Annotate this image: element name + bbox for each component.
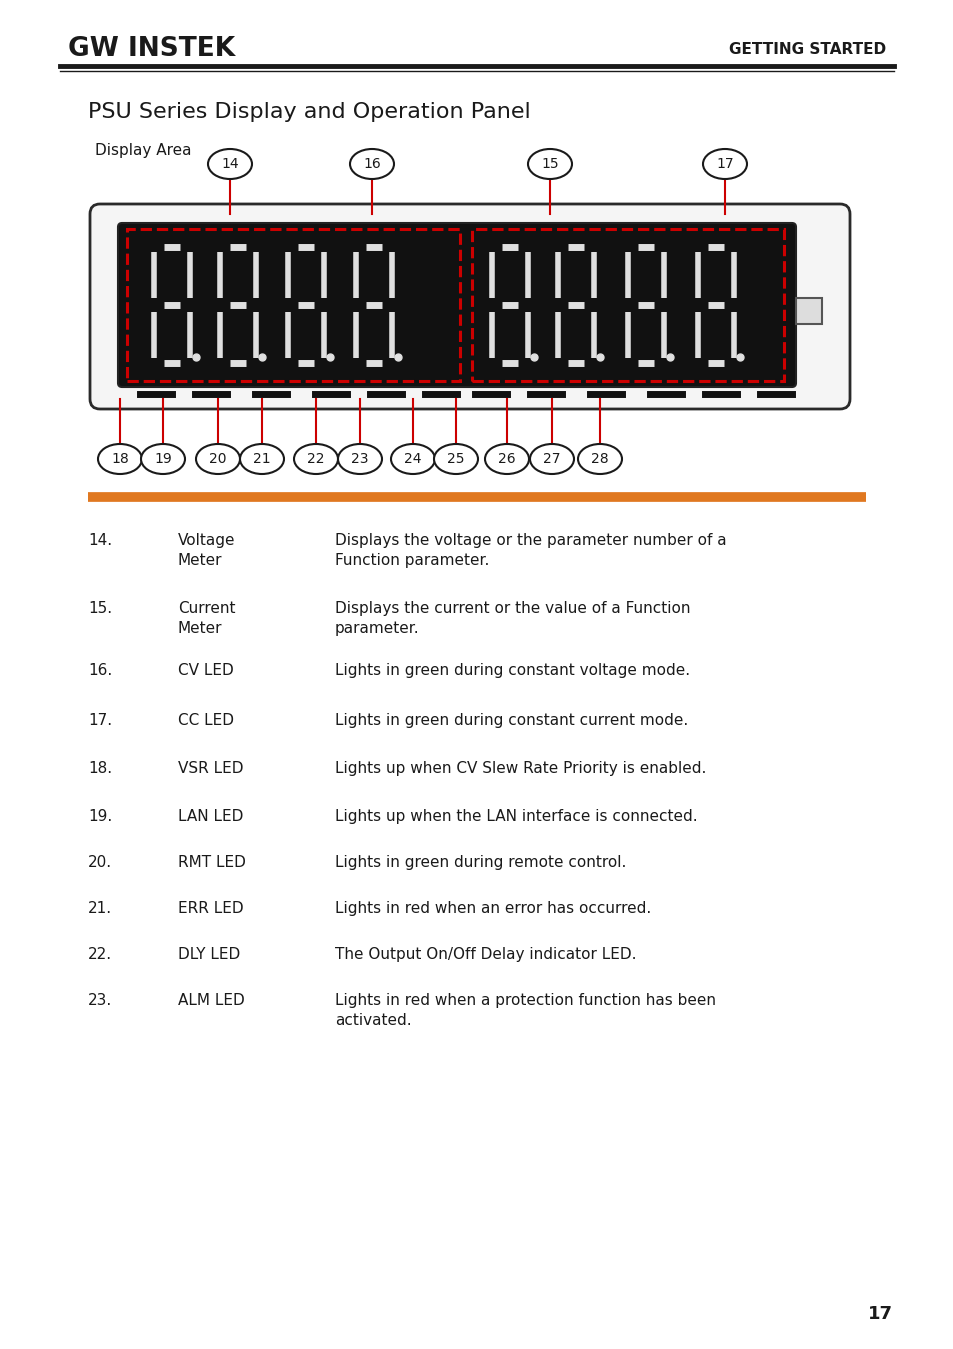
- Text: Lights in green during constant current mode.: Lights in green during constant current …: [335, 714, 687, 728]
- Text: 19: 19: [154, 452, 172, 465]
- Ellipse shape: [391, 444, 435, 473]
- Text: CC LED: CC LED: [178, 714, 233, 728]
- Text: GW INSTEK: GW INSTEK: [68, 36, 234, 62]
- Text: 26: 26: [497, 452, 516, 465]
- Text: 17.: 17.: [88, 714, 112, 728]
- Ellipse shape: [484, 444, 529, 473]
- Text: PSU Series Display and Operation Panel: PSU Series Display and Operation Panel: [88, 103, 530, 121]
- Ellipse shape: [98, 444, 142, 473]
- Text: Lights in red when a protection function has been
activated.: Lights in red when a protection function…: [335, 993, 716, 1028]
- Ellipse shape: [434, 444, 477, 473]
- Ellipse shape: [294, 444, 337, 473]
- Text: 14.: 14.: [88, 533, 112, 548]
- Text: 18.: 18.: [88, 761, 112, 776]
- Text: 22.: 22.: [88, 947, 112, 962]
- Text: Lights in green during remote control.: Lights in green during remote control.: [335, 855, 626, 870]
- Text: 21.: 21.: [88, 901, 112, 916]
- Text: CV LED: CV LED: [178, 662, 233, 679]
- Bar: [127, 229, 459, 380]
- Text: Displays the voltage or the parameter number of a
Function parameter.: Displays the voltage or the parameter nu…: [335, 533, 726, 568]
- Text: Lights up when CV Slew Rate Priority is enabled.: Lights up when CV Slew Rate Priority is …: [335, 761, 705, 776]
- Text: 28: 28: [591, 452, 608, 465]
- Text: 23: 23: [351, 452, 369, 465]
- Text: Displays the current or the value of a Function
parameter.: Displays the current or the value of a F…: [335, 602, 690, 635]
- Ellipse shape: [702, 148, 746, 179]
- Ellipse shape: [337, 444, 381, 473]
- Text: Display Area: Display Area: [95, 143, 192, 158]
- Ellipse shape: [578, 444, 621, 473]
- Text: GETTING STARTED: GETTING STARTED: [728, 42, 885, 57]
- Ellipse shape: [141, 444, 185, 473]
- Text: Lights in red when an error has occurred.: Lights in red when an error has occurred…: [335, 901, 651, 916]
- Text: Voltage
Meter: Voltage Meter: [178, 533, 235, 568]
- FancyBboxPatch shape: [118, 223, 795, 387]
- Text: 19.: 19.: [88, 809, 112, 824]
- Ellipse shape: [195, 444, 240, 473]
- Text: DLY LED: DLY LED: [178, 947, 240, 962]
- Ellipse shape: [240, 444, 284, 473]
- Text: 21: 21: [253, 452, 271, 465]
- Text: LAN LED: LAN LED: [178, 809, 243, 824]
- Text: 17: 17: [866, 1304, 892, 1323]
- Ellipse shape: [527, 148, 572, 179]
- Text: Current
Meter: Current Meter: [178, 602, 235, 635]
- Text: 15.: 15.: [88, 602, 112, 616]
- Text: 22: 22: [307, 452, 324, 465]
- Text: 16.: 16.: [88, 662, 112, 679]
- Text: 18: 18: [111, 452, 129, 465]
- Text: 16: 16: [363, 156, 380, 171]
- Text: Lights up when the LAN interface is connected.: Lights up when the LAN interface is conn…: [335, 809, 697, 824]
- Text: 25: 25: [447, 452, 464, 465]
- Text: ERR LED: ERR LED: [178, 901, 243, 916]
- Text: 14: 14: [221, 156, 238, 171]
- Text: 24: 24: [404, 452, 421, 465]
- Text: Lights in green during constant voltage mode.: Lights in green during constant voltage …: [335, 662, 689, 679]
- Bar: [472, 229, 783, 380]
- Text: 27: 27: [542, 452, 560, 465]
- Text: 17: 17: [716, 156, 733, 171]
- Ellipse shape: [350, 148, 394, 179]
- Text: VSR LED: VSR LED: [178, 761, 243, 776]
- Text: ALM LED: ALM LED: [178, 993, 245, 1008]
- Text: The Output On/Off Delay indicator LED.: The Output On/Off Delay indicator LED.: [335, 947, 636, 962]
- Text: 20: 20: [209, 452, 227, 465]
- Ellipse shape: [530, 444, 574, 473]
- Ellipse shape: [208, 148, 252, 179]
- Text: 23.: 23.: [88, 993, 112, 1008]
- FancyBboxPatch shape: [90, 204, 849, 409]
- Text: 15: 15: [540, 156, 558, 171]
- Text: RMT LED: RMT LED: [178, 855, 246, 870]
- Bar: [795, 298, 821, 324]
- Text: 20.: 20.: [88, 855, 112, 870]
